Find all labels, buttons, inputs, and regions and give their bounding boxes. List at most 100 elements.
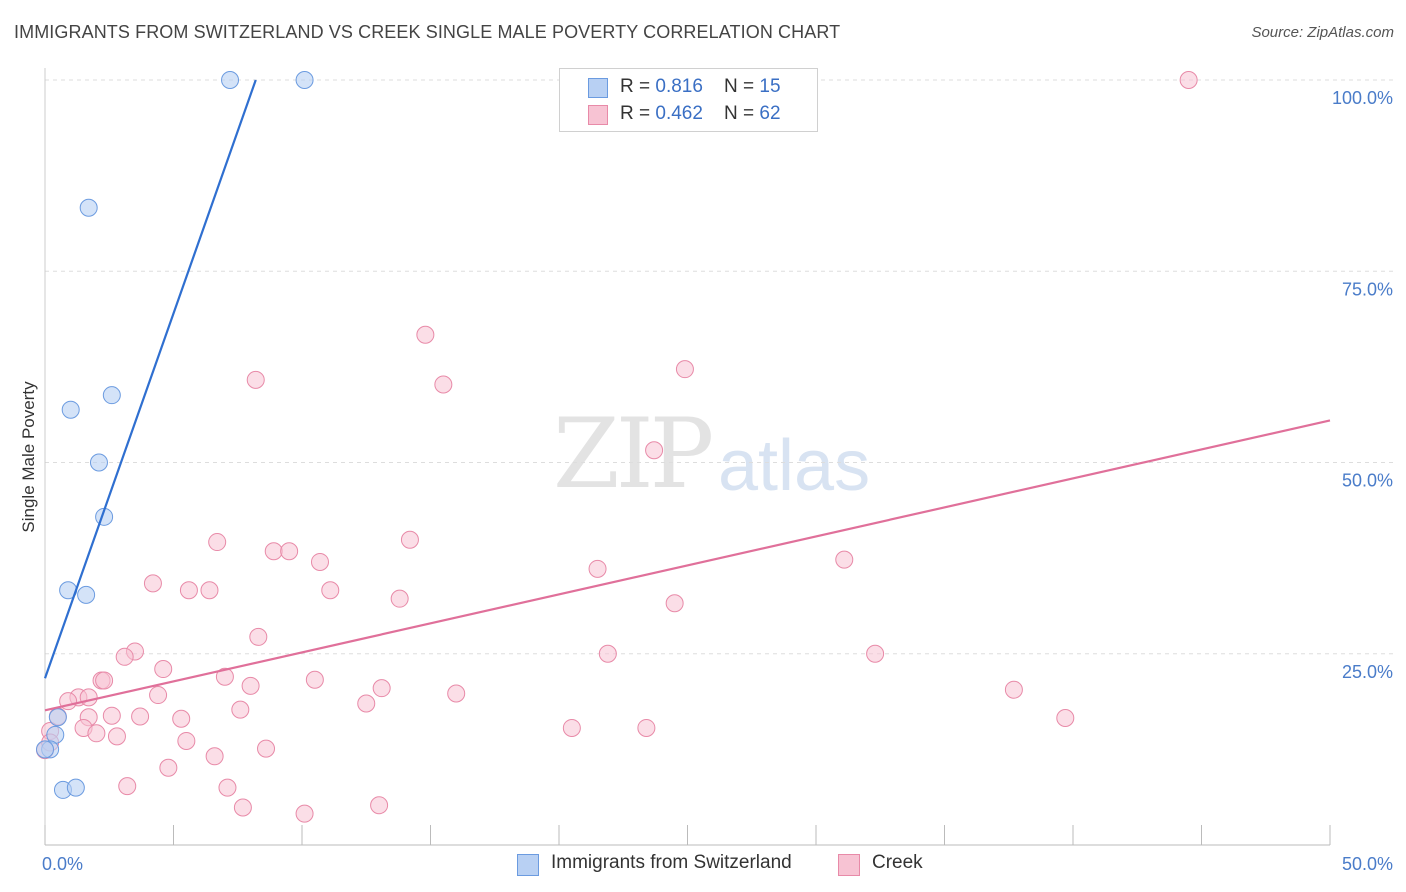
creek-trend-line [44,419,1331,712]
creek-point [154,660,173,679]
n-value: 62 [759,103,781,124]
swatch-blue [517,854,539,876]
x-tick-label: 0.0% [42,854,83,874]
creek-point [118,777,137,796]
y-tick-label: 50.0% [1342,471,1393,491]
watermark-atlas: atlas [718,426,871,506]
axes [44,68,1331,846]
creek-points [36,71,1198,823]
creek-point [131,707,150,726]
creek-point [246,370,265,389]
creek-point [115,647,134,666]
creek-point [321,581,340,600]
n-label: N = [724,103,760,124]
creek-point [416,325,435,344]
switzerland-point [221,71,240,89]
creek-point [159,758,178,777]
switzerland-point [89,453,108,472]
switzerland-point [295,71,314,89]
creek-point [172,709,191,728]
switzerland-point [61,400,80,419]
switzerland-point [79,198,98,217]
legend-label-switzerland: Immigrants from Switzerland [551,852,792,873]
creek-point [218,778,237,797]
grid-lines [45,79,1395,655]
creek-point [241,676,260,695]
creek-point [372,679,391,698]
creek-point [215,667,234,686]
creek-point [835,550,854,569]
creek-point [434,375,453,394]
chart-title: IMMIGRANTS FROM SWITZERLAND VS CREEK SIN… [14,22,841,42]
creek-point [264,542,283,561]
n-value: 15 [759,76,781,97]
creek-point [310,552,329,571]
creek-point [257,739,276,758]
creek-point [200,581,219,600]
creek-point [400,530,419,549]
series-legend: Immigrants from Switzerland Creek [0,852,1406,878]
creek-point [370,796,389,815]
y-tick-label: 100.0% [1332,88,1393,108]
creek-point [233,798,252,817]
creek-point [447,684,466,703]
creek-point [179,581,198,600]
switzerland-point [102,386,121,405]
switzerland-trend-line [43,79,257,679]
y-axis-label: Single Male Poverty [19,381,38,533]
creek-point [598,644,617,663]
creek-point [231,700,250,719]
creek-point [1004,680,1023,699]
creek-point [588,559,607,578]
creek-point [208,533,227,552]
y-tick-label: 25.0% [1342,662,1393,682]
legend-swatch-pink [588,105,608,125]
creek-point [645,441,664,460]
creek-point [280,542,299,561]
creek-point [177,731,196,750]
creek-point [1179,71,1198,89]
creek-point [95,671,114,690]
trend-lines [43,79,1331,712]
switzerland-point [66,778,85,797]
creek-point [107,727,126,746]
legend-text: R = 0.462 N = 62 [620,103,781,125]
source-label: Source: ZipAtlas.com [1251,24,1394,41]
creek-point [87,724,106,743]
tick-labels: 25.0% 50.0% 75.0% 100.0% 0.0% 50.0% [42,88,1393,874]
creek-point [1056,709,1075,728]
n-label: N = [724,76,760,97]
legend-text: R = 0.816 N = 15 [620,76,781,98]
creek-point [665,594,684,613]
creek-point [295,804,314,823]
switzerland-point [77,585,96,604]
creek-point [79,688,98,707]
switzerland-point [48,708,67,727]
creek-point [637,718,656,737]
r-label: R = [620,76,656,97]
creek-point [102,706,121,725]
stats-legend: R = 0.816 N = 15 R = 0.462 N = 62 [559,68,818,132]
creek-point [143,574,162,593]
watermark-zip: ZIP [553,398,714,510]
switzerland-points [36,71,314,799]
creek-point [357,694,376,713]
creek-point [866,644,885,663]
r-value: 0.816 [655,76,703,97]
y-tick-label: 75.0% [1342,279,1393,299]
legend-swatch-blue [588,78,608,98]
creek-point [562,718,581,737]
creek-point [249,627,268,646]
legend-label-creek: Creek [872,852,923,873]
r-value: 0.462 [655,103,703,124]
creek-point [305,670,324,689]
creek-point [675,360,694,379]
x-tick-label: 50.0% [1342,854,1393,874]
creek-point [149,686,168,705]
switzerland-point [36,740,54,759]
r-label: R = [620,103,656,124]
swatch-pink [838,854,860,876]
creek-point [205,747,224,766]
creek-point [390,589,409,608]
